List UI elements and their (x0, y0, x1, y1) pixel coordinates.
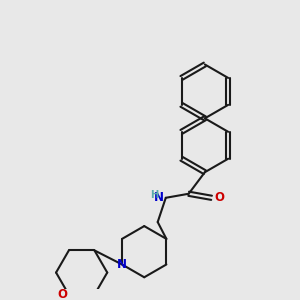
Text: N: N (154, 191, 164, 204)
Text: O: O (57, 288, 67, 300)
Text: H: H (150, 190, 158, 200)
Text: O: O (214, 191, 224, 204)
Text: N: N (117, 258, 127, 271)
